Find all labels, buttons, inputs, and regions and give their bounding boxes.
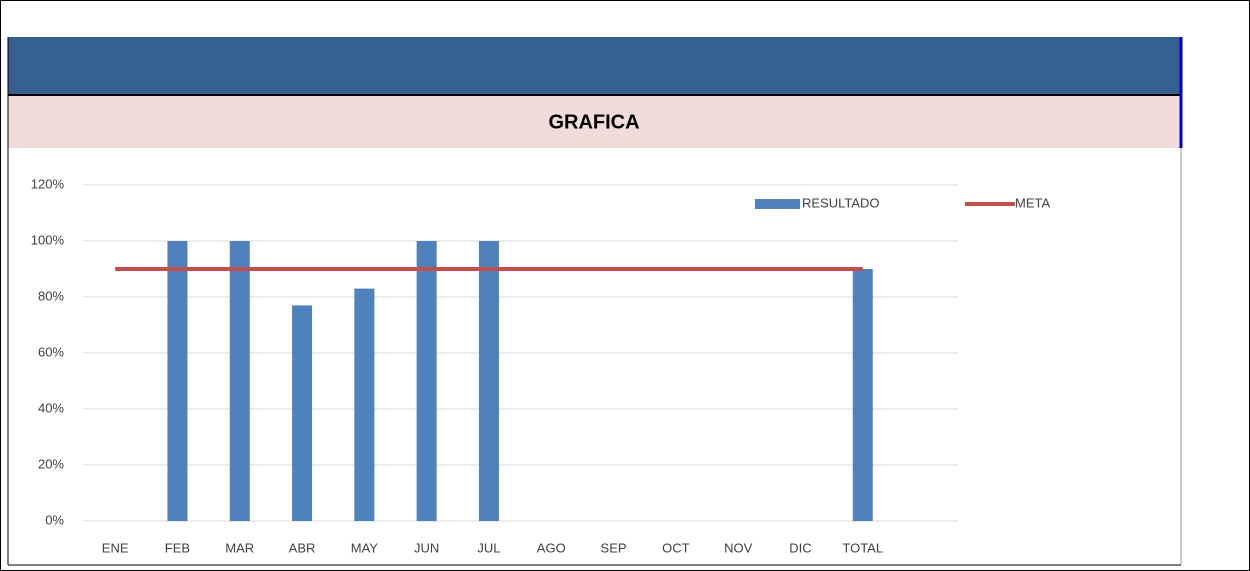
x-tick-label: ENE: [102, 540, 129, 555]
x-tick-label: FEB: [165, 540, 190, 555]
bar: [852, 269, 873, 521]
y-tick-label: 40%: [38, 400, 64, 415]
bar: [167, 241, 188, 521]
y-tick-label: 100%: [31, 232, 65, 247]
x-tick-label: AGO: [537, 540, 566, 555]
y-tick-label: 120%: [31, 176, 65, 191]
title-band: [8, 96, 1180, 148]
bar: [229, 241, 250, 521]
bar: [416, 241, 437, 521]
x-tick-label: ABR: [289, 540, 316, 555]
x-tick-label: MAR: [225, 540, 254, 555]
chart-title: GRAFICA: [548, 111, 639, 133]
bar: [292, 305, 313, 521]
bar: [478, 241, 499, 521]
legend-label: META: [1015, 195, 1050, 210]
y-tick-label: 80%: [38, 288, 64, 303]
x-tick-label: TOTAL: [842, 540, 883, 555]
x-tick-label: NOV: [724, 540, 753, 555]
x-tick-label: DIC: [789, 540, 811, 555]
legend-label: RESULTADO: [802, 195, 880, 210]
x-tick-label: JUL: [477, 540, 500, 555]
header-band: [8, 37, 1180, 95]
bar: [354, 288, 375, 521]
y-tick-label: 60%: [38, 344, 64, 359]
x-tick-label: SEP: [601, 540, 627, 555]
x-tick-label: JUN: [414, 540, 439, 555]
legend-swatch: [755, 199, 800, 209]
y-tick-label: 0%: [45, 512, 64, 527]
y-tick-label: 20%: [38, 456, 64, 471]
x-tick-label: MAY: [351, 540, 379, 555]
x-tick-label: OCT: [662, 540, 690, 555]
